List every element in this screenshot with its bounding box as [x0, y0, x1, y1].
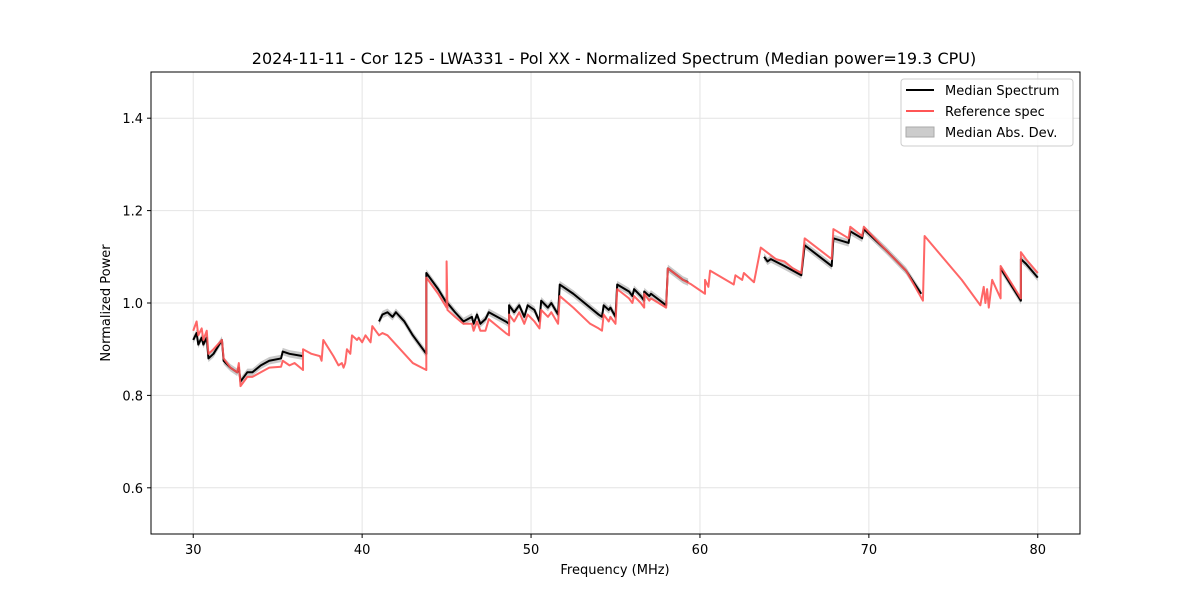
plot-area [192, 225, 1039, 388]
x-tick-label: 80 [1029, 543, 1046, 558]
y-tick-label: 0.8 [122, 389, 143, 404]
legend-mad-label: Median Abs. Dev. [945, 126, 1057, 141]
reference-spectrum-line [192, 225, 1039, 388]
chart-title: 2024-11-11 - Cor 125 - LWA331 - Pol XX -… [252, 49, 976, 68]
legend-box [900, 78, 1074, 147]
legend-median-label: Median Spectrum [945, 84, 1059, 99]
legend-reference-label: Reference spec [945, 105, 1045, 120]
y-tick-label: 1.0 [122, 297, 143, 312]
x-tick-label: 50 [523, 543, 540, 558]
y-tick-label: 0.6 [122, 482, 143, 497]
median-spectrum-line [378, 267, 689, 355]
x-axis-label: Frequency (MHz) [560, 563, 669, 578]
x-tick-label: 40 [354, 543, 371, 558]
mad-band [764, 225, 922, 298]
x-tick-label: 60 [692, 543, 709, 558]
x-tick-label: 70 [861, 543, 878, 558]
y-axis-label: Normalized Power [99, 244, 114, 362]
x-tick-label: 30 [185, 543, 202, 558]
legend: Median Spectrum Reference spec Median Ab… [900, 78, 1074, 147]
ticks: 30 40 50 60 70 80 0.6 0.8 1.0 1.2 1.4 [122, 112, 1046, 558]
y-tick-label: 1.4 [122, 112, 143, 127]
mad-band [379, 264, 689, 358]
y-tick-label: 1.2 [122, 205, 143, 220]
legend-mad-swatch [905, 126, 935, 138]
